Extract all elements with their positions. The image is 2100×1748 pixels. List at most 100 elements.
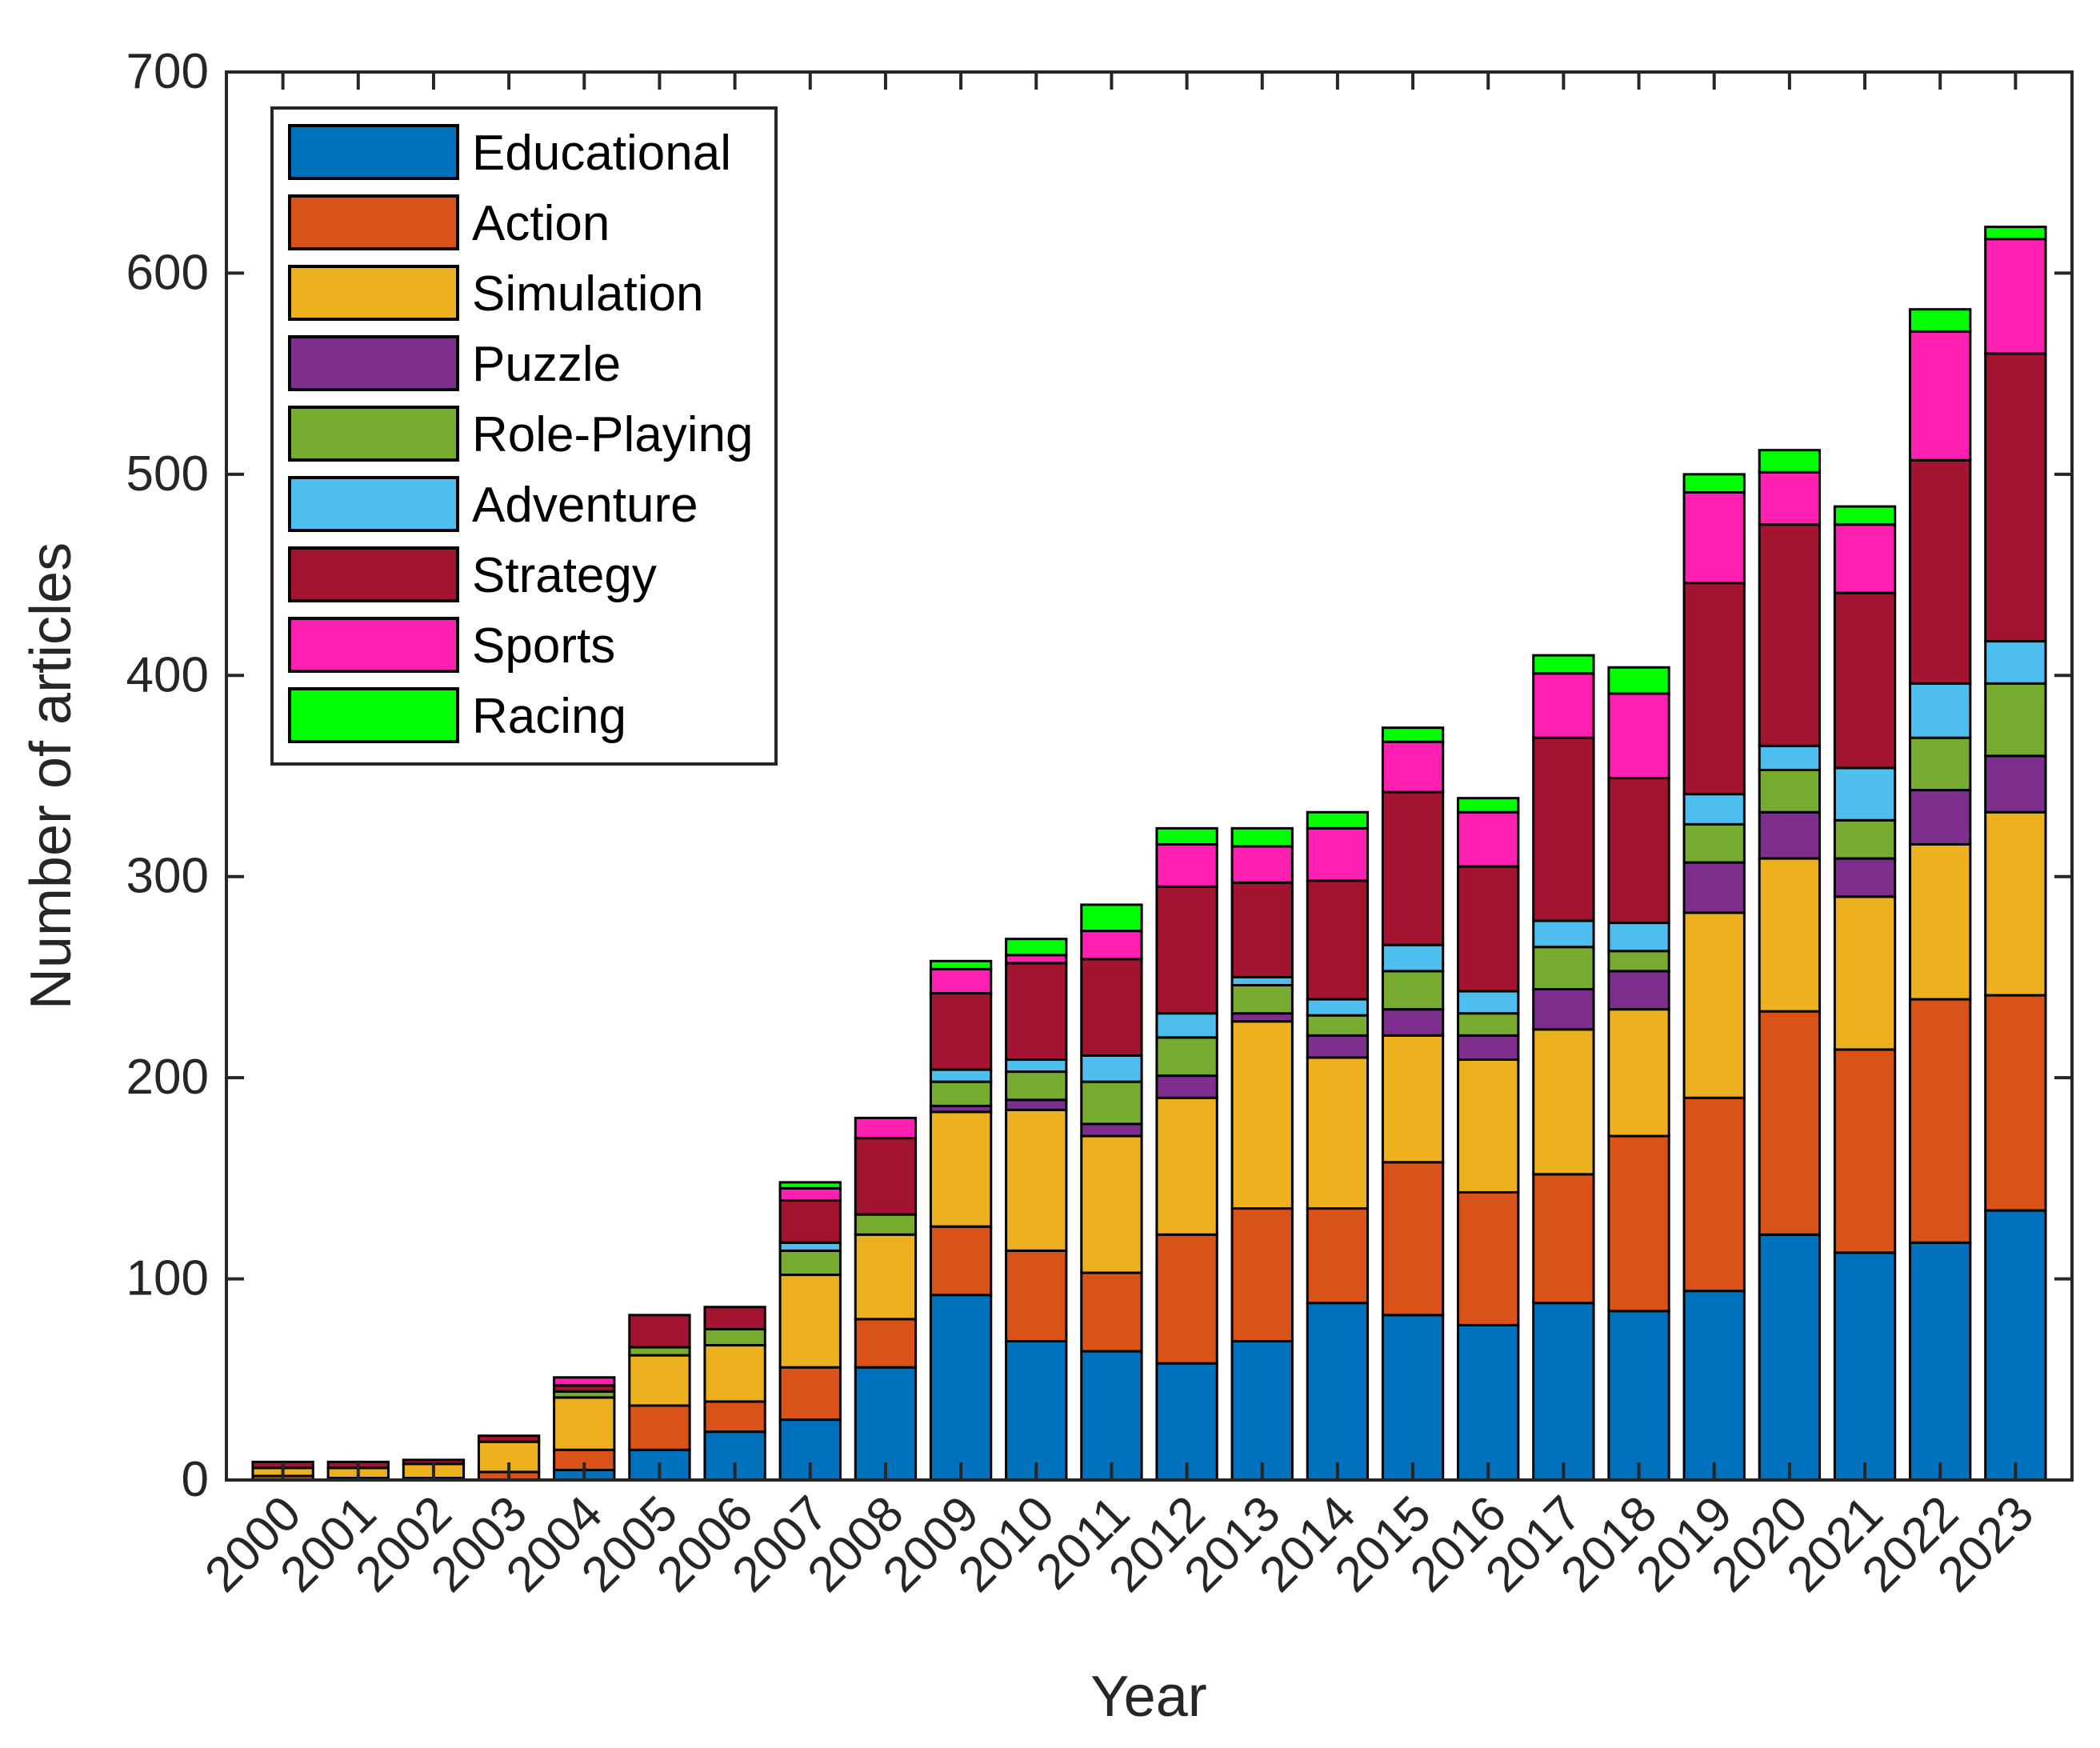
bar-segment-role-playing-2012 [1155,1036,1218,1078]
bar-segment-sports-2017 [1532,672,1595,739]
bar-segment-role-playing-2009 [929,1080,993,1107]
bar-segment-role-playing-2006 [703,1327,766,1347]
bar-segment-adventure-2012 [1155,1012,1218,1039]
bar-segment-action-2008 [854,1318,918,1369]
bar-segment-action-2021 [1833,1048,1897,1254]
y-tick-label: 200 [126,1050,209,1105]
y-tick-label: 0 [182,1452,209,1507]
bar-segment-strategy-2016 [1457,865,1520,993]
bar-segment-adventure-2009 [929,1068,993,1083]
bar-segment-strategy-2003 [477,1434,541,1443]
bar-segment-strategy-2020 [1758,523,1822,747]
bar-segment-simulation-2016 [1457,1058,1520,1194]
bar-segment-puzzle-2018 [1607,970,1670,1011]
y-tick-label: 600 [126,245,209,300]
bar-segment-educational-2018 [1607,1310,1670,1482]
bar-segment-action-2011 [1080,1271,1143,1353]
bar-segment-role-playing-2008 [854,1213,918,1236]
bar-segment-strategy-2015 [1381,790,1445,946]
x-axis-title: Year [1090,1665,1206,1729]
bar-segment-strategy-2009 [929,992,993,1071]
legend-swatch-strategy [288,546,459,602]
bar-segment-adventure-2017 [1532,919,1595,949]
bar-segment-sports-2012 [1155,842,1218,888]
bar-segment-role-playing-2013 [1230,983,1294,1015]
bar-segment-educational-2014 [1306,1302,1370,1482]
legend-swatch-adventure [288,476,459,532]
y-axis-title: Number of articles [19,542,83,1010]
bar-segment-adventure-2018 [1607,922,1670,953]
bar-segment-action-2006 [703,1400,766,1434]
bar-segment-role-playing-2015 [1381,970,1445,1011]
bar-segment-role-playing-2017 [1532,946,1595,991]
bar-segment-adventure-2011 [1080,1054,1143,1083]
bar-segment-strategy-2005 [628,1314,691,1349]
bar-segment-adventure-2020 [1758,744,1822,771]
bar-segment-puzzle-2022 [1909,789,1972,846]
bar-segment-sports-2008 [854,1116,918,1140]
bar-segment-adventure-2016 [1457,990,1520,1015]
legend-label-strategy: Strategy [472,548,657,603]
y-tick-label: 400 [126,647,209,702]
bar-segment-puzzle-2013 [1230,1012,1294,1023]
bar-segment-action-2022 [1909,998,1972,1244]
bar-segment-adventure-2015 [1381,943,1445,973]
bar-segment-sports-2022 [1909,330,1972,462]
bar-segment-action-2023 [1984,994,2047,1212]
bar-segment-simulation-2008 [854,1233,918,1321]
bar-segment-simulation-2012 [1155,1096,1218,1236]
bar-segment-sports-2016 [1457,810,1520,868]
bar-segment-role-playing-2020 [1758,768,1822,814]
y-tick-label: 700 [126,44,209,99]
bar-segment-action-2012 [1155,1233,1218,1365]
bar-segment-educational-2008 [854,1366,918,1482]
legend: Educational Action Simulation Puzzle Role-Pl… [270,106,778,766]
bar-segment-educational-2020 [1758,1233,1822,1482]
bar-segment-puzzle-2021 [1833,857,1897,898]
bar-segment-strategy-2017 [1532,736,1595,922]
bar-layer [251,226,2047,1482]
bar-segment-role-playing-2021 [1833,818,1897,860]
bar-segment-educational-2017 [1532,1302,1595,1482]
bar-segment-educational-2011 [1080,1350,1143,1482]
bar-segment-educational-2009 [929,1294,993,1482]
bar-segment-simulation-2007 [778,1274,842,1369]
bar-segment-puzzle-2015 [1381,1008,1445,1037]
bar-segment-sports-2010 [1005,954,1068,965]
bar-segment-puzzle-2016 [1457,1034,1520,1062]
bar-segment-sports-2019 [1682,490,1746,585]
bar-segment-sports-2015 [1381,740,1445,794]
legend-swatch-racing [288,687,459,743]
bar-segment-role-playing-2011 [1080,1080,1143,1126]
bar-segment-puzzle-2023 [1984,754,2047,814]
bar-segment-racing-2012 [1155,826,1218,846]
axes-layer [225,70,2074,1482]
bar-segment-sports-2011 [1080,930,1143,961]
bar-segment-puzzle-2010 [1005,1098,1068,1111]
legend-swatch-simulation [288,265,459,321]
legend-label-puzzle: Puzzle [472,337,621,392]
bar-segment-simulation-2015 [1381,1034,1445,1164]
bar-segment-puzzle-2019 [1682,861,1746,914]
bar-segment-educational-2021 [1833,1251,1897,1482]
legend-swatch-role-playing [288,406,459,462]
bar-segment-strategy-2022 [1909,458,1972,685]
legend-label-action: Action [472,196,610,251]
bar-segment-sports-2007 [778,1186,842,1202]
bar-segment-simulation-2004 [553,1396,616,1451]
bar-segment-simulation-2011 [1080,1134,1143,1274]
bar-segment-simulation-2009 [929,1110,993,1228]
bar-segment-role-playing-2023 [1984,682,2047,758]
bar-segment-role-playing-2010 [1005,1070,1068,1102]
bar-segment-educational-2016 [1457,1323,1520,1482]
bar-segment-action-2010 [1005,1249,1068,1343]
bar-segment-role-playing-2007 [778,1249,842,1277]
bar-segment-role-playing-2018 [1607,950,1670,973]
bar-segment-simulation-2010 [1005,1108,1068,1252]
bar-segment-puzzle-2014 [1306,1034,1370,1059]
bar-segment-action-2018 [1607,1134,1670,1313]
bar-segment-educational-2015 [1381,1314,1445,1482]
bar-segment-racing-2009 [929,959,993,970]
bar-segment-strategy-2019 [1682,582,1746,796]
